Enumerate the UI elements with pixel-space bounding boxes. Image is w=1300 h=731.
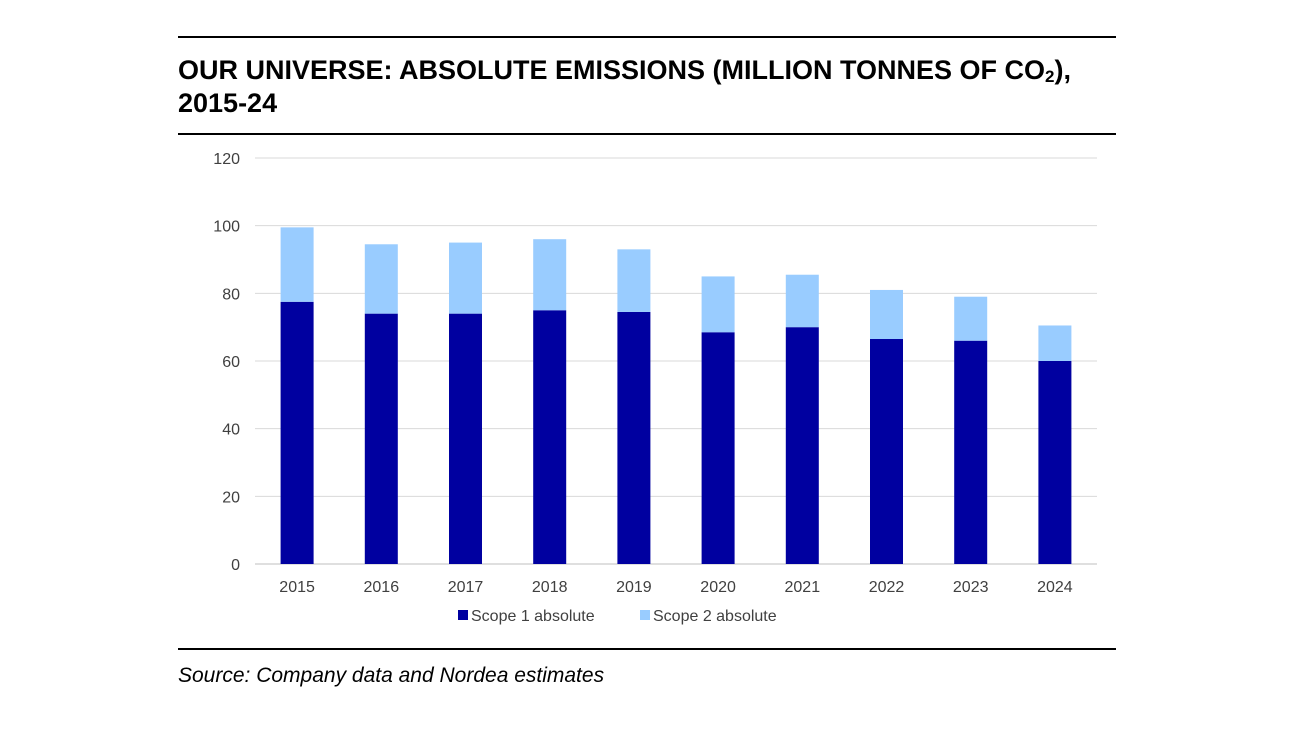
bar-scope-1 xyxy=(701,332,735,564)
bar-scope-2 xyxy=(364,244,398,314)
bar-scope-1 xyxy=(870,339,903,564)
x-tick-label: 2020 xyxy=(700,579,736,596)
legend-label-scope-2: Scope 2 absolute xyxy=(653,608,777,625)
x-tick-label: 2019 xyxy=(616,579,652,596)
bar-scope-2 xyxy=(449,242,482,314)
bar-scope-1 xyxy=(280,301,314,564)
x-tick-label: 2016 xyxy=(364,579,400,596)
x-tick-label: 2021 xyxy=(785,579,821,596)
bar-scope-1 xyxy=(954,340,988,564)
bar-scope-2 xyxy=(1038,325,1072,361)
bar-scope-1 xyxy=(533,310,567,564)
x-tick-label: 2024 xyxy=(1037,579,1073,596)
bar-scope-1 xyxy=(785,327,819,564)
y-tick-label: 20 xyxy=(222,489,240,506)
bar-scope-2 xyxy=(954,296,988,341)
top-rule xyxy=(178,36,1116,38)
bar-scope-2 xyxy=(701,276,735,333)
x-tick-label: 2018 xyxy=(532,579,568,596)
bar-scope-1 xyxy=(364,313,398,564)
y-tick-label: 60 xyxy=(222,354,240,371)
y-tick-label: 80 xyxy=(222,286,240,303)
x-tick-label: 2022 xyxy=(869,579,905,596)
bar-scope-2 xyxy=(870,289,903,340)
x-tick-label: 2015 xyxy=(279,579,315,596)
legend-swatch-scope-2 xyxy=(640,610,650,620)
bar-scope-2 xyxy=(533,239,567,311)
y-tick-label: 0 xyxy=(231,557,240,574)
y-tick-label: 40 xyxy=(222,422,240,439)
legend-label-scope-1: Scope 1 absolute xyxy=(471,608,595,625)
x-tick-label: 2017 xyxy=(448,579,484,596)
bar-scope-2 xyxy=(280,227,314,302)
y-tick-label: 100 xyxy=(213,219,240,236)
bar-scope-2 xyxy=(617,249,651,312)
bottom-rule xyxy=(178,648,1116,650)
bar-scope-2 xyxy=(785,274,819,328)
x-tick-label: 2023 xyxy=(953,579,989,596)
title-rule xyxy=(178,133,1116,135)
legend-swatch-scope-1 xyxy=(458,610,468,620)
source-note: Source: Company data and Nordea estimate… xyxy=(178,664,605,687)
y-tick-label: 120 xyxy=(213,151,240,168)
bar-scope-1 xyxy=(1038,361,1072,564)
chart-title: OUR UNIVERSE: ABSOLUTE EMISSIONS (MILLIO… xyxy=(178,55,1072,118)
bar-scope-1 xyxy=(449,313,482,564)
bar-scope-1 xyxy=(617,311,651,564)
